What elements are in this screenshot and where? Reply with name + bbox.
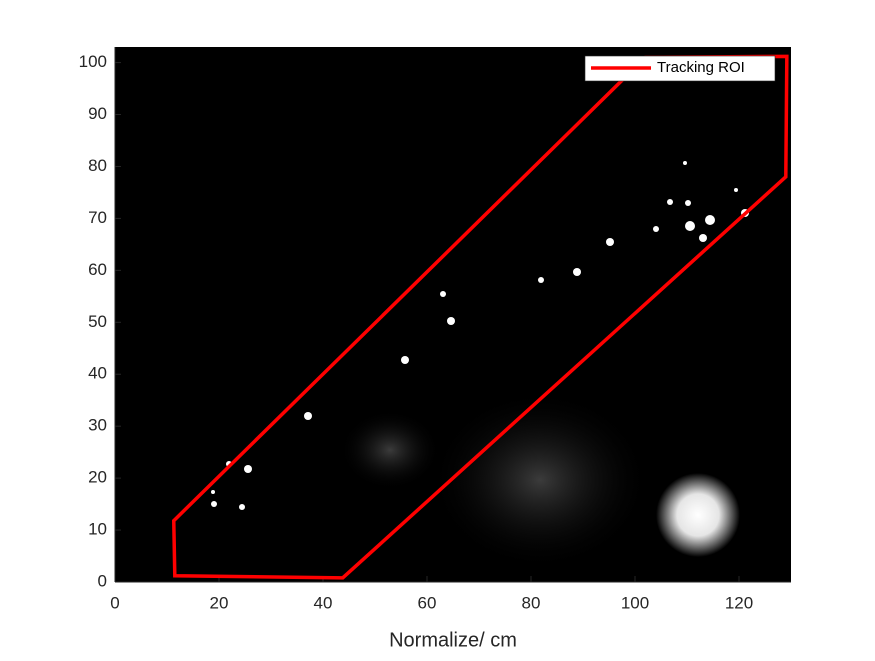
y-tick-label: 40	[88, 364, 107, 383]
roi-polygon	[171, 54, 789, 580]
y-tick-label: 80	[88, 156, 107, 175]
x-tick-label: 100	[621, 593, 649, 612]
y-tick-label: 60	[88, 260, 107, 279]
y-tick-label: 50	[88, 312, 107, 331]
y-tick-label: 70	[88, 208, 107, 227]
legend-box	[584, 55, 776, 82]
x-tick-label: 40	[314, 593, 333, 612]
y-tick-label: 100	[79, 52, 107, 71]
background-image	[115, 47, 791, 582]
x-tick-label: 120	[725, 593, 753, 612]
y-tick-label: 0	[98, 571, 107, 590]
x-tick-label: 60	[418, 593, 437, 612]
x-axis-label: Normalize/ cm	[389, 629, 517, 651]
y-tick-label: 90	[88, 104, 107, 123]
y-tick-label: 10	[88, 520, 107, 539]
x-tick-label: 20	[210, 593, 229, 612]
x-tick-label: 80	[522, 593, 541, 612]
x-tick-label: 0	[110, 593, 119, 612]
y-tick-label: 30	[88, 416, 107, 435]
y-tick-label: 20	[88, 468, 107, 487]
legend-label: Tracking ROI	[657, 59, 745, 76]
